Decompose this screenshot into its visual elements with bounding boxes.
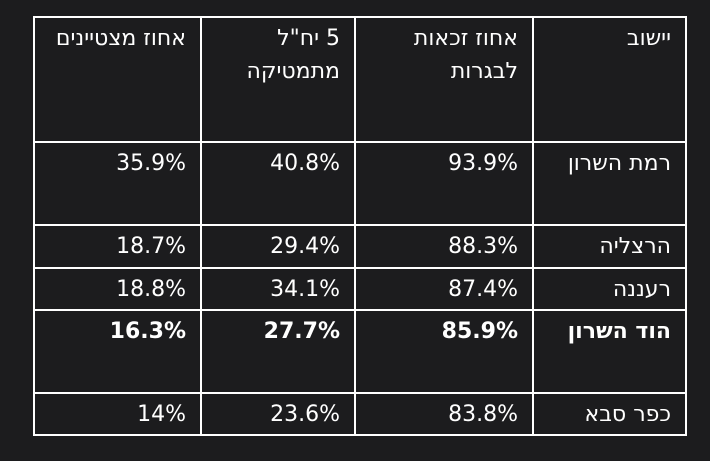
cell-town: רעננה [532,267,687,311]
cell-town: הרצליה [532,224,687,269]
cell-town: רמת השרון [532,141,687,226]
cell-math5: 23.6% [200,392,356,436]
cell-town: כפר סבא [532,392,687,436]
cell-excellent: 18.8% [33,267,202,311]
cell-eligibility: 83.8% [354,392,534,436]
cell-eligibility: 88.3% [354,224,534,269]
header-math5: 5 יח"ל מתמטיקה [200,16,356,143]
header-town: יישוב [532,16,687,143]
cell-math5: 27.7% [200,309,356,394]
cell-eligibility: 85.9% [354,309,534,394]
table-row: רמת השרון 93.9% 40.8% 35.9% [33,141,687,226]
table-row-highlighted: הוד השרון 85.9% 27.7% 16.3% [33,309,687,394]
cell-eligibility: 87.4% [354,267,534,311]
cell-town: הוד השרון [532,309,687,394]
table-row: הרצליה 88.3% 29.4% 18.7% [33,224,687,269]
header-excellent: אחוז מצטיינים [33,16,202,143]
cell-math5: 29.4% [200,224,356,269]
cell-eligibility: 93.9% [354,141,534,226]
table-row: כפר סבא 83.8% 23.6% 14% [33,392,687,436]
table-row: רעננה 87.4% 34.1% 18.8% [33,267,687,311]
cell-excellent: 16.3% [33,309,202,394]
header-eligibility: אחוז זכאות לבגרות [354,16,534,143]
table-header-row: יישוב אחוז זכאות לבגרות 5 יח"ל מתמטיקה א… [33,16,687,143]
education-stats-table: יישוב אחוז זכאות לבגרות 5 יח"ל מתמטיקה א… [33,16,687,436]
cell-math5: 34.1% [200,267,356,311]
cell-excellent: 35.9% [33,141,202,226]
cell-excellent: 18.7% [33,224,202,269]
cell-math5: 40.8% [200,141,356,226]
cell-excellent: 14% [33,392,202,436]
